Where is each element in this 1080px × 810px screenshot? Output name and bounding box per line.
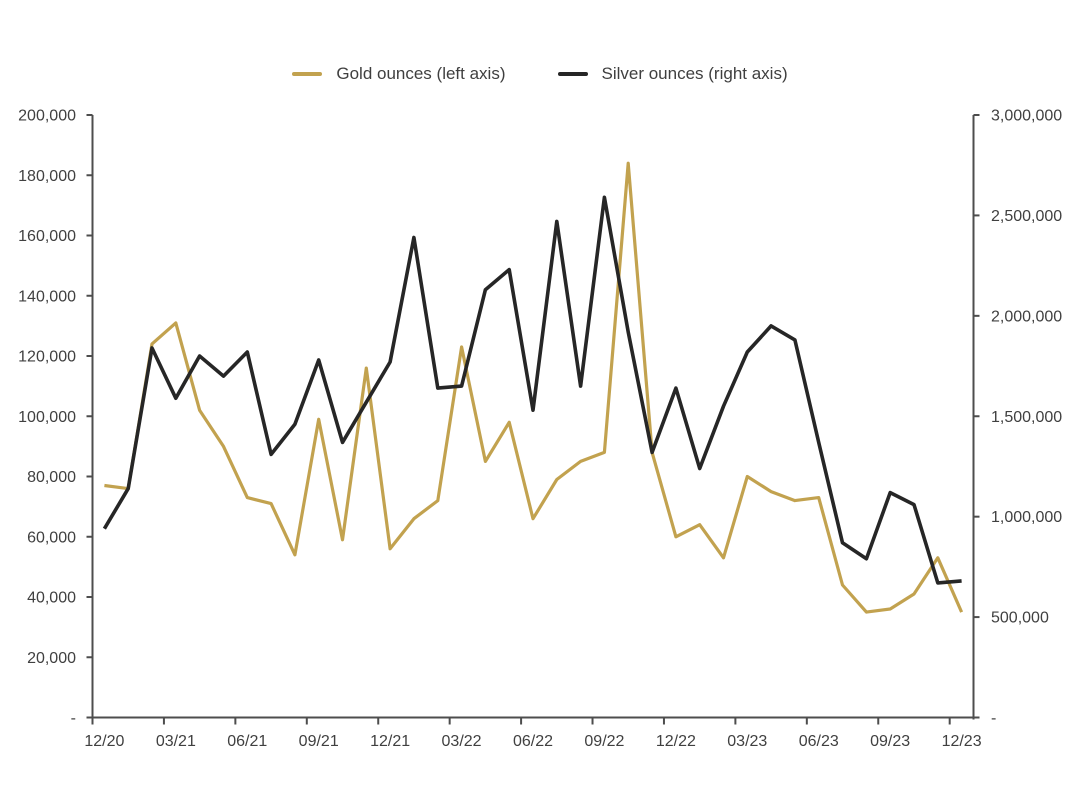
x-axis-label: 09/22 [584, 733, 624, 750]
silver-line-swatch [557, 72, 588, 76]
legend-item-gold: Gold ounces (left axis) [292, 64, 506, 84]
right-axis-tick-label: 1,500,000 [991, 409, 1062, 426]
x-axis-label: 03/23 [727, 733, 767, 750]
x-axis-label: 06/23 [799, 733, 839, 750]
chart-legend: Gold ounces (left axis) Silver ounces (r… [0, 64, 1080, 84]
right-axis-tick-label: 1,000,000 [991, 509, 1062, 526]
left-axis-tick-label: - [71, 710, 76, 727]
x-axis-label: 03/22 [442, 733, 482, 750]
x-axis-label: 12/20 [84, 733, 124, 750]
x-axis-label: 12/21 [370, 733, 410, 750]
right-axis-tick-label: 500,000 [991, 610, 1049, 627]
x-axis-label: 09/21 [299, 733, 339, 750]
left-axis-tick-label: 160,000 [18, 228, 76, 245]
x-axis-label: 06/21 [227, 733, 267, 750]
left-axis-tick-label: 80,000 [27, 469, 76, 486]
x-axis-label: 09/23 [870, 733, 910, 750]
right-axis-tick-label: 3,000,000 [991, 108, 1062, 125]
legend-label-silver: Silver ounces (right axis) [601, 64, 788, 83]
left-axis-tick-label: 60,000 [27, 529, 76, 546]
left-axis-tick-label: 40,000 [27, 590, 76, 607]
gold-line-swatch [292, 72, 323, 76]
gold-series-line [104, 161, 964, 614]
left-axis-tick-label: 140,000 [18, 288, 76, 305]
x-axis-label: 06/22 [513, 733, 553, 750]
x-axis-label: 03/21 [156, 733, 196, 750]
left-axis-tick-label: 180,000 [18, 168, 76, 185]
silver-series-line [102, 195, 962, 585]
x-axis-label: 12/23 [942, 733, 982, 750]
right-axis-tick-label: - [991, 710, 996, 727]
left-axis-tick-label: 200,000 [18, 108, 76, 125]
left-axis-tick-label: 100,000 [18, 409, 76, 426]
legend-item-silver: Silver ounces (right axis) [557, 64, 788, 84]
right-axis-tick-label: 2,500,000 [991, 208, 1062, 225]
left-axis-tick-label: 120,000 [18, 349, 76, 366]
legend-label-gold: Gold ounces (left axis) [336, 64, 506, 83]
x-axis-label: 12/22 [656, 733, 696, 750]
left-axis-tick-label: 20,000 [27, 650, 76, 667]
right-axis-tick-label: 2,000,000 [991, 308, 1062, 325]
